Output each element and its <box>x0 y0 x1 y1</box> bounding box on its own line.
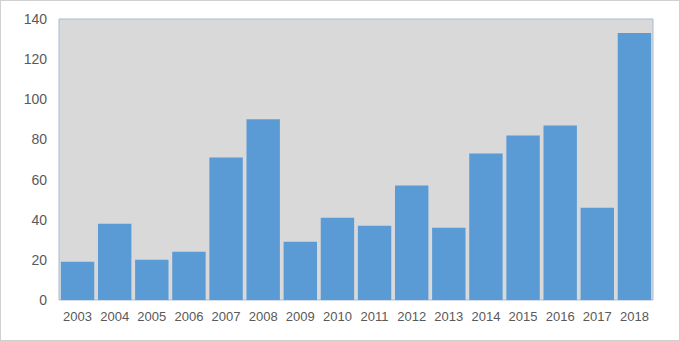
svg-text:2006: 2006 <box>174 309 203 324</box>
svg-text:2010: 2010 <box>323 309 352 324</box>
svg-text:2005: 2005 <box>137 309 166 324</box>
svg-text:100: 100 <box>24 91 48 107</box>
svg-text:40: 40 <box>31 212 47 228</box>
svg-text:140: 140 <box>24 11 48 27</box>
svg-text:2011: 2011 <box>361 309 389 324</box>
svg-text:2018: 2018 <box>620 309 649 324</box>
svg-text:2012: 2012 <box>397 309 426 324</box>
svg-text:0: 0 <box>39 292 47 308</box>
svg-text:2008: 2008 <box>249 309 278 324</box>
svg-text:2017: 2017 <box>583 309 612 324</box>
svg-text:2003: 2003 <box>63 309 92 324</box>
svg-text:2016: 2016 <box>546 309 575 324</box>
svg-text:2014: 2014 <box>471 309 500 324</box>
svg-text:2015: 2015 <box>509 309 538 324</box>
svg-text:60: 60 <box>31 172 47 188</box>
svg-text:120: 120 <box>24 51 48 67</box>
svg-text:2007: 2007 <box>212 309 241 324</box>
svg-text:2009: 2009 <box>286 309 315 324</box>
svg-text:80: 80 <box>31 131 47 147</box>
svg-text:2013: 2013 <box>434 309 463 324</box>
svg-text:20: 20 <box>31 252 47 268</box>
svg-text:2004: 2004 <box>100 309 129 324</box>
